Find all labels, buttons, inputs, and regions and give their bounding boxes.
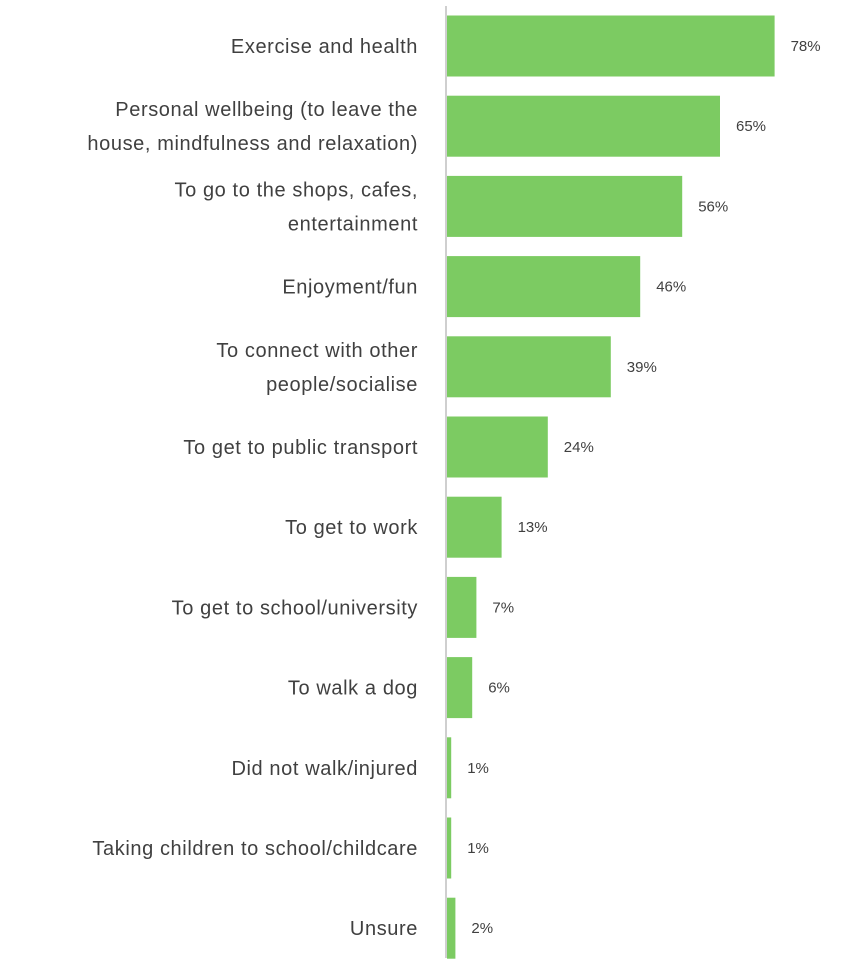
bar xyxy=(447,15,775,77)
category-labels: Exercise and health Personal wellbeing (t… xyxy=(87,36,418,940)
bar xyxy=(447,256,641,318)
data-label: 2% xyxy=(471,920,493,937)
bars xyxy=(447,15,775,959)
category-label: To get to school/university xyxy=(172,597,418,619)
data-label: 1% xyxy=(467,840,489,857)
category-label: To go to the shops, cafes, entertainment xyxy=(174,179,418,235)
data-label: 56% xyxy=(698,198,728,215)
bar xyxy=(447,336,611,398)
bar xyxy=(447,737,452,799)
bar xyxy=(447,416,548,478)
data-label: 1% xyxy=(467,760,489,777)
category-label-line: To get to work xyxy=(285,517,418,539)
data-label: 65% xyxy=(736,118,766,135)
category-label: Personal wellbeing (to leave the house, m… xyxy=(87,99,418,155)
data-label: 24% xyxy=(564,439,594,456)
category-label: To get to work xyxy=(285,517,418,539)
bar xyxy=(447,897,456,959)
data-label: 6% xyxy=(488,680,510,697)
category-label-line: Exercise and health xyxy=(231,36,418,58)
category-label-line: Did not walk/injured xyxy=(231,758,418,780)
category-label-line: To connect with other xyxy=(216,340,418,362)
bar xyxy=(447,175,683,237)
category-label-line: people/socialise xyxy=(266,374,418,396)
category-label-line: Personal wellbeing (to leave the xyxy=(115,99,418,121)
category-label-line: To go to the shops, cafes, xyxy=(174,179,418,201)
category-label: Did not walk/injured xyxy=(231,758,418,780)
category-label: Enjoyment/fun xyxy=(282,277,418,299)
category-label: To connect with other people/socialise xyxy=(216,340,418,396)
data-label: 78% xyxy=(791,38,821,55)
data-label: 39% xyxy=(627,359,657,376)
category-label: To get to public transport xyxy=(183,437,418,459)
category-label-line: To get to school/university xyxy=(172,597,418,619)
data-label: 13% xyxy=(518,519,548,536)
category-label-line: To get to public transport xyxy=(183,437,418,459)
category-label-line: Enjoyment/fun xyxy=(282,277,418,299)
category-label-line: entertainment xyxy=(288,213,418,235)
category-label-line: Taking children to school/childcare xyxy=(92,838,418,860)
category-label: Taking children to school/childcare xyxy=(92,838,418,860)
category-label-line: house, mindfulness and relaxation) xyxy=(87,133,418,155)
category-label: Exercise and health xyxy=(231,36,418,58)
data-label: 46% xyxy=(656,279,686,296)
bar xyxy=(447,576,477,638)
category-label-line: Unsure xyxy=(350,918,418,940)
data-label: 7% xyxy=(492,599,514,616)
bar xyxy=(447,496,502,558)
category-label: Unsure xyxy=(350,918,418,940)
value-labels: 78% 65% 56% 46% 39% 24% 13% 7% 6% 1% 1% 2% xyxy=(467,38,820,937)
bar xyxy=(447,817,452,879)
category-label: To walk a dog xyxy=(288,678,418,700)
bar xyxy=(447,95,720,157)
bar xyxy=(447,657,473,719)
category-label-line: To walk a dog xyxy=(288,678,418,700)
